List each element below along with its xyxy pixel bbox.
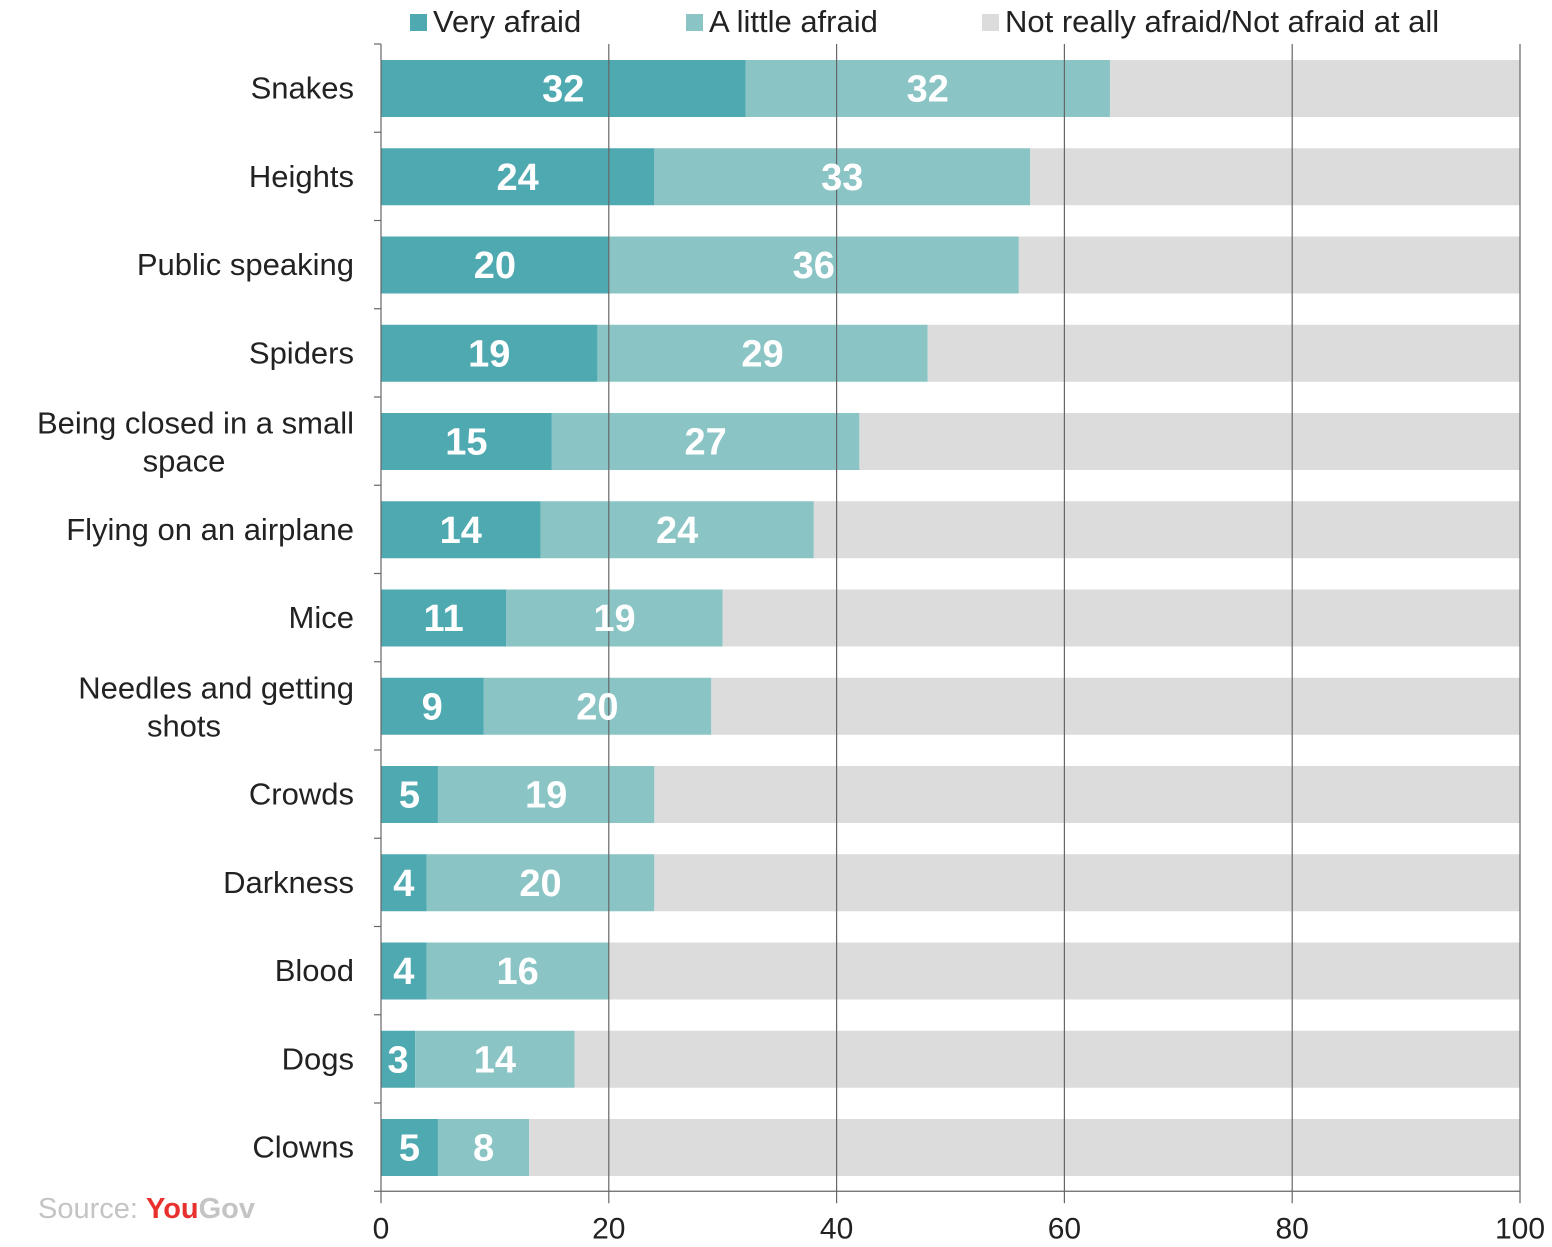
data-label-spiders-a-little-afraid: 29 — [741, 333, 783, 375]
legend-swatch-very-afraid — [410, 13, 427, 31]
bar-dogs-a-little-afraid — [415, 1030, 575, 1088]
category-label-heights: Heights — [249, 159, 354, 194]
data-label-being-closed-in-a-small-space-a-little-afraid: 27 — [684, 422, 726, 464]
legend-label-a-little-afraid: A little afraid — [709, 4, 878, 39]
data-label-needles-and-getting-shots-a-little-afraid: 20 — [576, 686, 618, 728]
bar-spiders-very-afraid — [381, 324, 598, 382]
x-tick-label-60: 60 — [1048, 1212, 1081, 1245]
data-label-dogs-a-little-afraid: 14 — [474, 1039, 516, 1081]
legend-item-very-afraid: Very afraid — [410, 4, 581, 40]
bar-flying-on-an-airplane-not-really-afraid-not-afraid-at-all — [813, 501, 1520, 559]
bar-crowds-not-really-afraid-not-afraid-at-all — [654, 766, 1520, 823]
bar-needles-and-getting-shots-not-really-afraid-not-afraid-at-all — [711, 677, 1520, 735]
bar-snakes-very-afraid — [381, 60, 746, 117]
category-label-being-closed-in-a-small-space: Being closed in a small space — [37, 406, 354, 479]
bar-flying-on-an-airplane-very-afraid — [381, 501, 541, 559]
category-label-snakes: Snakes — [251, 71, 354, 106]
bar-crowds-very-afraid — [381, 766, 438, 823]
bar-public-speaking-a-little-afraid — [608, 236, 1019, 294]
bar-needles-and-getting-shots-a-little-afraid — [483, 677, 712, 735]
legend-item-not-afraid: Not really afraid/Not afraid at all — [982, 4, 1439, 40]
data-label-crowds-a-little-afraid: 19 — [525, 775, 567, 817]
yougov-logo-you: You — [146, 1193, 199, 1225]
bar-public-speaking-very-afraid — [381, 236, 609, 294]
bar-being-closed-in-a-small-space-a-little-afraid — [551, 413, 860, 470]
x-tick-label-40: 40 — [820, 1212, 853, 1245]
bar-darkness-not-really-afraid-not-afraid-at-all — [654, 854, 1520, 912]
bar-darkness-a-little-afraid — [426, 854, 655, 912]
legend-label-not-afraid: Not really afraid/Not afraid at all — [1005, 4, 1440, 39]
category-label-darkness: Darkness — [223, 865, 354, 900]
data-label-clowns-a-little-afraid: 8 — [473, 1128, 494, 1170]
bar-darkness-very-afraid — [381, 854, 427, 912]
data-label-crowds-very-afraid: 5 — [399, 775, 420, 817]
data-label-public-speaking-a-little-afraid: 36 — [793, 245, 835, 287]
data-label-darkness-very-afraid: 4 — [393, 863, 414, 905]
data-label-heights-very-afraid: 24 — [497, 157, 539, 199]
data-label-dogs-very-afraid: 3 — [388, 1039, 409, 1081]
category-label-spiders: Spiders — [249, 335, 354, 370]
x-tick-label-100: 100 — [1495, 1212, 1545, 1245]
yougov-logo-gov: Gov — [198, 1193, 256, 1225]
legend-item-a-little-afraid: A little afraid — [686, 4, 878, 40]
bar-blood-very-afraid — [381, 942, 427, 1000]
data-label-heights-a-little-afraid: 33 — [821, 157, 863, 199]
data-label-mice-a-little-afraid: 19 — [593, 598, 635, 640]
data-label-spiders-very-afraid: 19 — [468, 333, 510, 375]
legend-swatch-not-afraid — [982, 13, 999, 31]
bar-being-closed-in-a-small-space-very-afraid — [381, 413, 552, 470]
legend: Very afraid A little afraid Not really a… — [410, 4, 1510, 44]
bar-clowns-not-really-afraid-not-afraid-at-all — [529, 1119, 1520, 1176]
data-label-blood-a-little-afraid: 16 — [497, 951, 539, 993]
x-tick-label-0: 0 — [373, 1212, 390, 1245]
category-label-needles-and-getting-shots: Needles and getting shots — [78, 670, 354, 743]
data-label-public-speaking-very-afraid: 20 — [474, 245, 516, 287]
category-label-blood: Blood — [275, 953, 354, 988]
bar-blood-a-little-afraid — [426, 942, 609, 1000]
legend-swatch-a-little-afraid — [686, 13, 703, 31]
bar-snakes-not-really-afraid-not-afraid-at-all — [1109, 60, 1520, 117]
data-label-darkness-a-little-afraid: 20 — [519, 863, 561, 905]
bar-spiders-not-really-afraid-not-afraid-at-all — [927, 324, 1520, 382]
x-tick-label-20: 20 — [592, 1212, 625, 1245]
data-label-needles-and-getting-shots-very-afraid: 9 — [422, 686, 443, 728]
bar-snakes-a-little-afraid — [745, 60, 1110, 117]
data-label-mice-very-afraid: 11 — [424, 598, 464, 640]
data-label-flying-on-an-airplane-very-afraid: 14 — [440, 510, 482, 552]
category-label-clowns: Clowns — [252, 1130, 354, 1165]
data-label-clowns-very-afraid: 5 — [399, 1128, 420, 1170]
category-label-dogs: Dogs — [282, 1041, 354, 1076]
bar-clowns-a-little-afraid — [437, 1119, 530, 1176]
category-label-crowds: Crowds — [249, 777, 354, 812]
category-label-public-speaking: Public speaking — [137, 247, 354, 282]
bar-dogs-very-afraid — [381, 1030, 416, 1088]
bar-crowds-a-little-afraid — [437, 766, 655, 823]
bar-spiders-a-little-afraid — [597, 324, 928, 382]
category-label-flying-on-an-airplane: Flying on an airplane — [66, 512, 354, 547]
source-prefix: Source: — [38, 1193, 146, 1225]
data-label-snakes-a-little-afraid: 32 — [907, 69, 949, 111]
category-label-mice: Mice — [289, 600, 354, 635]
bar-mice-a-little-afraid — [506, 589, 723, 647]
bar-clowns-very-afraid — [381, 1119, 438, 1176]
bar-mice-not-really-afraid-not-afraid-at-all — [722, 589, 1520, 647]
bar-flying-on-an-airplane-a-little-afraid — [540, 501, 814, 559]
source-credit: Source: YouGov — [38, 1193, 255, 1226]
bar-heights-a-little-afraid — [654, 148, 1031, 206]
bar-public-speaking-not-really-afraid-not-afraid-at-all — [1018, 236, 1520, 294]
bar-being-closed-in-a-small-space-not-really-afraid-not-afraid-at-all — [859, 413, 1520, 470]
legend-label-very-afraid: Very afraid — [433, 4, 582, 39]
data-label-snakes-very-afraid: 32 — [542, 69, 584, 111]
x-tick-label-80: 80 — [1276, 1212, 1309, 1245]
bar-dogs-not-really-afraid-not-afraid-at-all — [574, 1030, 1520, 1088]
data-label-blood-very-afraid: 4 — [393, 951, 414, 993]
bar-needles-and-getting-shots-very-afraid — [381, 677, 484, 735]
bar-heights-not-really-afraid-not-afraid-at-all — [1030, 148, 1520, 206]
data-label-being-closed-in-a-small-space-very-afraid: 15 — [445, 422, 487, 464]
bar-mice-very-afraid — [381, 589, 507, 647]
data-label-flying-on-an-airplane-a-little-afraid: 24 — [656, 510, 698, 552]
